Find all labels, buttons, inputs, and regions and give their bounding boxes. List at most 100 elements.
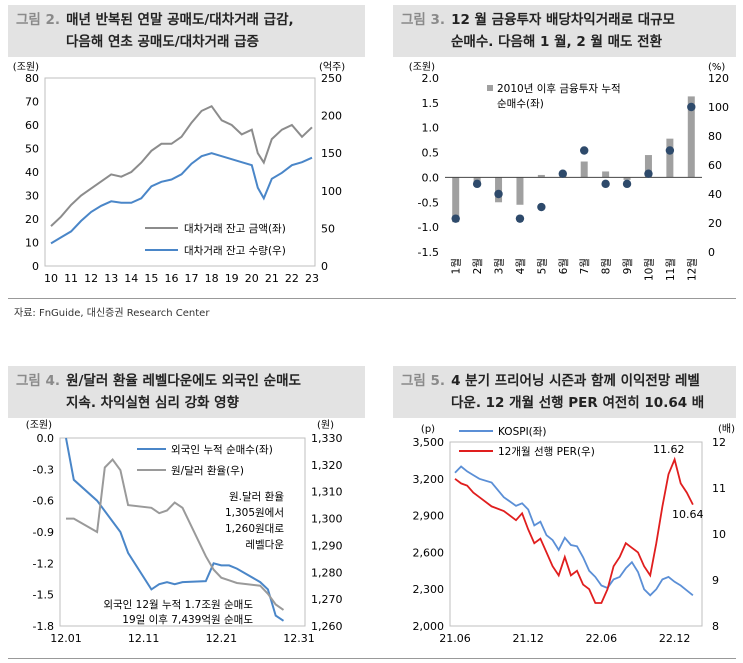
- fig2-yright-tick: 200: [321, 110, 342, 123]
- fig2-title-line2: 다음해 연초 공매도/대차거래 급증: [66, 34, 259, 50]
- fig3-point: [622, 179, 632, 189]
- fig5-yleft-tick: 3,200: [413, 473, 445, 486]
- fig5-x-tick: 22.12: [659, 632, 691, 645]
- fig4-yright-unit: (원): [317, 419, 334, 431]
- fig3-x-tick: 6월: [558, 258, 570, 274]
- top-divider: [8, 298, 736, 299]
- fig2-x-tick: 20: [245, 272, 259, 285]
- fig4-yleft-tick: 0.0: [37, 432, 55, 445]
- fig5-plot-frame: [449, 441, 703, 627]
- fig5-title: 그림 5. 4 분기 프리어닝 시즌과 함께 이익전망 레벨 다운. 12 개월 …: [393, 366, 736, 418]
- fig2-x-tick: 23: [305, 272, 319, 285]
- fig5-yleft-unit: (p): [421, 424, 435, 435]
- fig4-fx-annotation: 레벨다운: [245, 539, 284, 551]
- fig3-yleft-tick: 1.5: [422, 97, 440, 110]
- fig5-yleft-tick: 2,300: [413, 583, 445, 596]
- fig4-yright-tick: 1,320: [311, 459, 343, 472]
- fig3-yright-tick: 100: [708, 101, 729, 114]
- fig2-yleft-tick: 50: [25, 143, 39, 156]
- fig5-yleft-tick: 3,500: [413, 436, 445, 449]
- fig2-series-line-0: [50, 104, 313, 227]
- fig2-yleft-tick: 40: [25, 166, 39, 179]
- fig2-yright-unit: (억주): [319, 61, 345, 73]
- fig3-bar: [452, 177, 460, 223]
- fig3-title-line2: 순매수. 다음해 1 월, 2 월 매도 전환: [451, 34, 662, 50]
- source-note: 자료: FnGuide, 대신증권 Research Center: [14, 308, 210, 319]
- fig2-plot-frame: [44, 77, 316, 267]
- fig2-x-tick: 17: [185, 272, 199, 285]
- fig3-yright-tick: 20: [708, 217, 722, 230]
- fig2-x-tick: 18: [205, 272, 219, 285]
- fig5-number: 그림 5.: [401, 373, 446, 389]
- fig2-yright-tick: 150: [321, 147, 342, 160]
- fig5-legend-label-1: 12개월 선행 PER(우): [498, 446, 595, 458]
- fig2-yleft-tick: 0: [32, 260, 39, 273]
- fig2-x-tick: 13: [104, 272, 118, 285]
- fig2-x-tick: 11: [64, 272, 78, 285]
- fig4-foreign-annotation: 외국인 12월 누적 1.7조원 순매도: [103, 599, 253, 611]
- fig3-point: [665, 146, 675, 155]
- fig3-yleft-unit: (조원): [409, 61, 435, 73]
- fig3-point: [558, 169, 567, 178]
- fig4-plot-frame: [59, 437, 306, 627]
- fig2-yleft-tick: 10: [25, 237, 39, 250]
- fig5-title-line1: 4 분기 프리어닝 시즌과 함께 이익전망 레벨: [451, 373, 700, 389]
- fig5-legend-label-0: KOSPI(좌): [498, 426, 547, 438]
- fig3-yleft-tick: -1.0: [418, 221, 439, 234]
- fig3-title-line1: 12 월 금융투자 배당차익거래로 대규모: [451, 12, 675, 28]
- fig4-yright-tick: 1,260: [311, 620, 343, 633]
- fig2-x-tick: 12: [84, 272, 98, 285]
- fig2-x-tick: 21: [265, 272, 279, 285]
- fig4-series-line-0: [65, 437, 285, 622]
- fig5-yleft-tick: 2,600: [413, 546, 445, 559]
- fig2-title-line1: 매년 반복된 연말 공매도/대차거래 급감,: [66, 12, 294, 28]
- fig2-yleft-unit: (조원): [13, 61, 39, 73]
- fig2-x-tick: 22: [285, 272, 299, 285]
- fig4-yleft-tick: -1.5: [33, 589, 54, 602]
- fig2-yleft-tick: 70: [25, 96, 39, 109]
- fig3-bar: [623, 177, 631, 180]
- fig3-x-tick: 11월: [665, 258, 677, 281]
- fig3-point: [515, 214, 525, 223]
- fig3-x-tick: 10월: [643, 258, 655, 281]
- fig3-point: [687, 102, 696, 112]
- fig4-fx-annotation: 원.달러 환율: [229, 491, 284, 503]
- fig3-x-tick: 7월: [579, 258, 591, 274]
- fig4-legend-label-0: 외국인 누적 순매수(좌): [171, 444, 273, 456]
- fig3-point: [537, 202, 546, 212]
- fig4-fx-annotation: 1,260원대로: [225, 523, 284, 535]
- fig4-yright-tick: 1,270: [311, 593, 343, 606]
- fig2-x-tick: 16: [164, 272, 178, 285]
- fig5-peak-label: 11.62: [653, 443, 685, 456]
- fig4-x-tick: 12.11: [128, 632, 160, 645]
- fig2-yleft-tick: 80: [25, 72, 39, 85]
- fig3-point: [494, 189, 503, 199]
- fig4-yleft-unit: (조원): [26, 419, 52, 431]
- fig5-series-line-0: [454, 465, 694, 597]
- fig4-legend-label-1: 원/달러 환율(우): [171, 465, 244, 477]
- fig2-yleft-tick: 20: [25, 213, 39, 226]
- fig5-x-tick: 22.06: [586, 632, 618, 645]
- fig3-x-tick: 5월: [536, 258, 548, 274]
- fig3-x-tick: 12월: [686, 258, 698, 281]
- fig2-x-tick: 19: [225, 272, 239, 285]
- fig4-yright-tick: 1,330: [311, 432, 343, 445]
- fig5-x-tick: 21.06: [439, 632, 471, 645]
- fig3-yleft-tick: 0.0: [422, 171, 440, 184]
- fig5-latest-label: 10.64: [672, 508, 704, 521]
- fig3-point: [601, 179, 610, 189]
- fig2-yright-tick: 100: [321, 185, 342, 198]
- fig4-yleft-tick: -0.3: [33, 463, 54, 476]
- fig3-yleft-tick: 2.0: [422, 72, 440, 85]
- fig3-yright-tick: 80: [708, 130, 722, 143]
- fig3-legend-line1: 2010년 이후 금융투자 누적: [497, 83, 621, 95]
- fig4-fx-annotation: 1,305원에서: [225, 507, 284, 519]
- fig2-title: 그림 2. 매년 반복된 연말 공매도/대차거래 급감, 다음해 연초 공매도/대…: [8, 5, 365, 57]
- fig4-foreign-annotation: 19일 이후 7,439억원 순매도: [122, 613, 253, 626]
- fig2-series-line-1: [50, 152, 313, 245]
- fig4-yright-tick: 1,280: [311, 566, 343, 579]
- fig2-yright-tick: 0: [321, 260, 328, 273]
- fig3-legend-line2: 순매수(좌): [497, 98, 544, 110]
- fig5-series-line-1: [454, 456, 694, 604]
- fig3-yright-tick: 120: [708, 72, 729, 85]
